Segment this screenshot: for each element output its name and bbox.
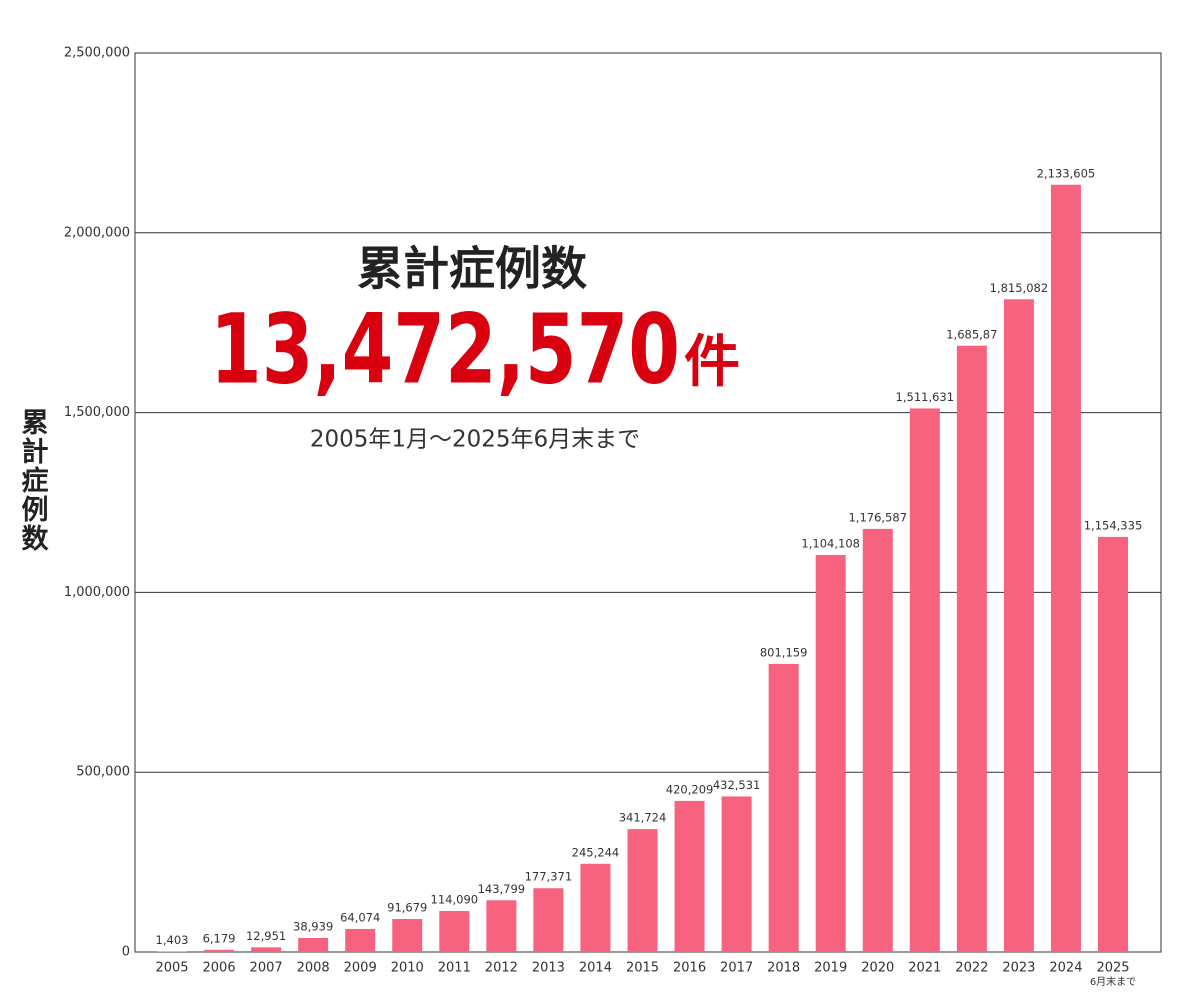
data-label: 114,090 — [431, 892, 479, 906]
bar — [251, 947, 282, 952]
data-label: 1,815,082 — [990, 281, 1049, 295]
data-label: 245,244 — [572, 845, 620, 859]
bar — [956, 345, 987, 953]
x-tick-label: 2011 — [438, 961, 471, 976]
x-tick-label: 2024 — [1049, 961, 1082, 976]
bar — [862, 528, 893, 952]
y-tick-label: 1,500,000 — [64, 405, 130, 420]
x-tick-label: 2022 — [955, 961, 988, 976]
bar — [157, 951, 187, 952]
bar — [298, 937, 329, 952]
data-label: 1,511,631 — [896, 390, 955, 404]
data-label: 1,154,335 — [1084, 518, 1143, 532]
bar — [1050, 184, 1081, 953]
data-label: 177,371 — [525, 870, 573, 884]
y-tick-label: 2,500,000 — [64, 46, 130, 61]
x-tick-label: 2010 — [391, 961, 424, 976]
data-label: 64,074 — [340, 910, 380, 924]
data-label: 1,104,108 — [801, 536, 860, 550]
x-tick-label: 2013 — [532, 961, 565, 976]
bar — [439, 910, 470, 952]
x-tick-label: 2007 — [250, 961, 283, 976]
data-label: 143,799 — [478, 882, 526, 896]
x-tick-label: 2015 — [626, 961, 659, 976]
data-label: 12,951 — [246, 929, 286, 943]
bar — [674, 800, 705, 952]
data-label: 1,403 — [156, 933, 189, 947]
bar — [204, 949, 235, 952]
y-axis-label: 累計症例数 — [17, 408, 49, 553]
x-tick-label: 2020 — [861, 961, 894, 976]
bar — [768, 663, 799, 952]
data-label: 1,685,87 — [946, 327, 997, 341]
y-tick-label: 0 — [122, 945, 130, 960]
x-tick-label: 2018 — [767, 961, 800, 976]
bar — [486, 900, 517, 952]
data-label: 91,679 — [387, 901, 427, 915]
x-tick-label: 2025 — [1096, 961, 1129, 976]
x-tick-label: 2012 — [485, 961, 518, 976]
bar — [533, 888, 564, 952]
bar — [815, 554, 846, 952]
x-tick-label: 2009 — [344, 961, 377, 976]
y-tick-label: 500,000 — [76, 765, 130, 780]
x-tick-label: 2019 — [814, 961, 847, 976]
x-tick-label: 2014 — [579, 961, 612, 976]
bar — [721, 796, 752, 952]
subtitle: 2005年1月～2025年6月末まで — [310, 427, 640, 453]
data-label: 801,159 — [760, 645, 808, 659]
x-tick-label: 2017 — [720, 961, 753, 976]
data-label: 1,176,587 — [848, 510, 907, 524]
x-tick-label: 2005 — [155, 961, 188, 976]
chart-title: 累計症例数 — [357, 242, 587, 296]
bar — [627, 829, 658, 952]
x-tick-label: 2021 — [908, 961, 941, 976]
y-tick-label: 2,000,000 — [64, 225, 130, 240]
data-label: 2,133,605 — [1037, 166, 1096, 180]
data-label: 420,209 — [666, 782, 714, 796]
x-tick-label: 2016 — [673, 961, 706, 976]
data-label: 432,531 — [713, 778, 761, 792]
bar — [580, 863, 611, 952]
bar — [345, 928, 376, 952]
total-unit: 件 — [684, 330, 740, 395]
bar — [909, 408, 940, 952]
x-tick-label: 2023 — [1002, 961, 1035, 976]
data-label: 6,179 — [203, 931, 236, 945]
bar — [1003, 299, 1034, 952]
note: 6月末まで — [1090, 975, 1136, 988]
total-value: 13,472,570 — [210, 293, 680, 405]
data-label: 341,724 — [619, 811, 667, 825]
bar — [1098, 536, 1128, 952]
x-tick-label: 2008 — [297, 961, 330, 976]
x-tick-label: 2006 — [203, 961, 236, 976]
bar — [392, 919, 423, 952]
data-label: 38,939 — [293, 919, 333, 933]
y-tick-label: 1,000,000 — [64, 585, 130, 600]
